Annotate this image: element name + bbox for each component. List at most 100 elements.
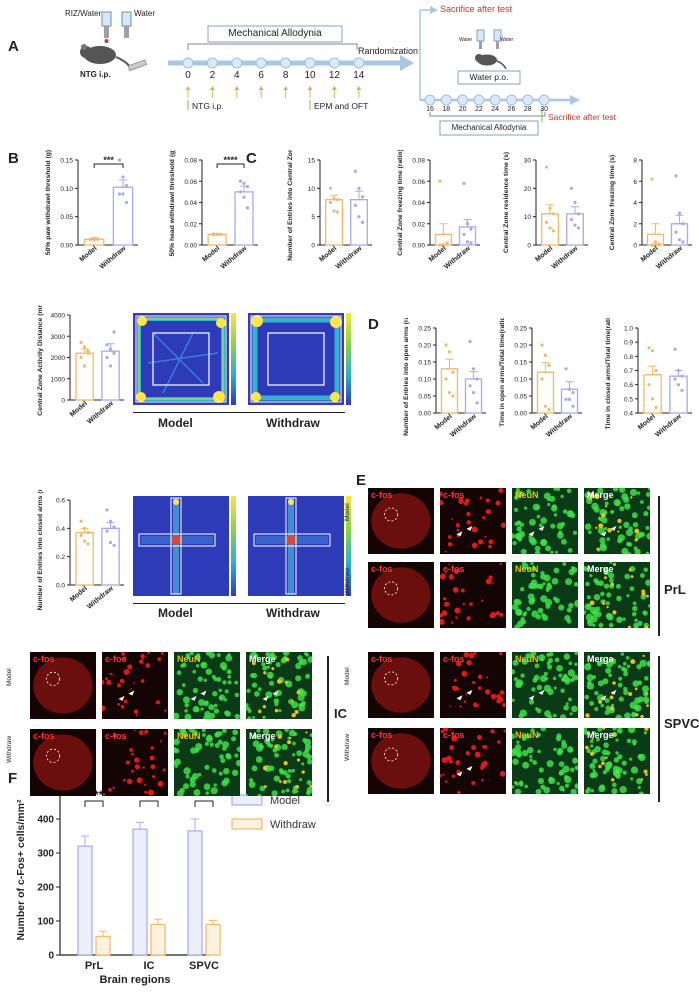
timeline-mech-box: Mechanical Allodynia bbox=[451, 123, 527, 132]
bar bbox=[75, 352, 94, 401]
micrograph-merge: Merge bbox=[584, 562, 650, 628]
category-label: Model bbox=[201, 245, 221, 263]
y-axis-label: Central Zone residence time (s) bbox=[503, 152, 510, 253]
data-point bbox=[124, 200, 129, 205]
bottle-icon bbox=[493, 29, 502, 49]
micrograph-label: Merge bbox=[587, 564, 614, 574]
data-point bbox=[475, 377, 479, 381]
timeline-day-dot bbox=[304, 57, 316, 69]
data-point bbox=[357, 186, 361, 190]
timeline-arrow bbox=[307, 86, 313, 90]
data-point bbox=[647, 383, 651, 387]
colorbar bbox=[231, 313, 236, 405]
micrograph-neun: NeuN bbox=[174, 652, 240, 719]
micrograph-merge: Merge bbox=[584, 728, 650, 794]
mouse-icon bbox=[475, 54, 507, 70]
micrograph-label: Merge bbox=[587, 654, 614, 664]
tick-label: 10 bbox=[524, 214, 532, 221]
data-point bbox=[551, 229, 556, 233]
data-point bbox=[242, 195, 246, 199]
tick-label: 2000 bbox=[51, 355, 66, 362]
significance-bracket bbox=[93, 163, 124, 168]
label-riz-water: RIZ/Water bbox=[65, 9, 102, 18]
error-bar bbox=[119, 179, 127, 188]
timeline-randomization: Randomization bbox=[358, 46, 419, 56]
tick-label: 0 bbox=[48, 951, 54, 962]
tick-label: 0.10 bbox=[514, 377, 527, 384]
data-point bbox=[576, 212, 581, 216]
data-point bbox=[653, 243, 658, 247]
micrograph-label: c-fos bbox=[105, 731, 127, 741]
data-point bbox=[238, 179, 243, 183]
data-point bbox=[96, 237, 100, 241]
bar bbox=[669, 375, 688, 414]
heatmap-label-withdraw: Withdraw bbox=[266, 606, 320, 620]
tick-label: 5 bbox=[311, 214, 315, 221]
error-bar bbox=[355, 190, 363, 201]
bottle-icon bbox=[476, 29, 485, 49]
category-label: Withdraw bbox=[99, 245, 128, 271]
data-point bbox=[468, 340, 472, 344]
y-axis-label: 50% paw withdrawl threshold (g) bbox=[45, 150, 52, 255]
data-point bbox=[654, 405, 658, 409]
bar-chart-d1: 0.00 0.05 0.10 0.15 0.20 0.25 Number of Entrie… bbox=[403, 318, 486, 439]
bar-chart-b1: 0.00 0.05 0.10 0.15 50% paw withdrawl thresh… bbox=[45, 150, 138, 271]
timeline-title-box: Mechanical Allodynia bbox=[228, 28, 322, 39]
epm-heatmap-model bbox=[133, 496, 229, 596]
bar bbox=[234, 191, 254, 246]
data-point bbox=[674, 230, 678, 234]
timeline-ntg-label: NTG i.p. bbox=[192, 101, 224, 111]
data-point bbox=[650, 177, 654, 181]
data-point bbox=[548, 206, 552, 210]
tick-label: 0.25 bbox=[514, 326, 527, 333]
timeline-day-dot bbox=[473, 94, 485, 106]
micrograph-label: c-fos bbox=[105, 654, 127, 664]
category-label: Model bbox=[69, 400, 89, 418]
colorbar bbox=[346, 496, 351, 596]
data-point bbox=[328, 186, 333, 190]
tick-label: 0.06 bbox=[412, 179, 425, 186]
tick-label: 0 bbox=[527, 243, 531, 250]
row-label: Withdraw bbox=[344, 567, 351, 595]
micrograph-neun: NeuN bbox=[512, 728, 578, 794]
data-point bbox=[447, 391, 452, 395]
bar bbox=[440, 368, 459, 414]
timeline-day-dot bbox=[440, 94, 452, 106]
y-axis-label: Central Zone Activity Distance (mm) bbox=[37, 305, 44, 416]
data-point bbox=[680, 374, 684, 378]
bar-chart-c5: 0 1000 2000 3000 4000 Central Zone Activity D… bbox=[37, 305, 124, 426]
tick-label: 100 bbox=[37, 917, 54, 928]
data-point bbox=[117, 192, 122, 196]
bar bbox=[95, 935, 111, 956]
bar-chart-b2: 0.00 0.02 0.04 0.06 0.08 50% head withdrawl t… bbox=[169, 150, 258, 271]
timeline-day-dot bbox=[206, 57, 218, 69]
tick-label: 0.00 bbox=[60, 243, 73, 250]
timeline-day-dot bbox=[255, 57, 267, 69]
timeline-day-label: 22 bbox=[474, 106, 483, 113]
region-label-ic: IC bbox=[334, 706, 347, 721]
micrograph-cfos: c-fos bbox=[440, 652, 506, 718]
tick-label: 0.08 bbox=[412, 158, 425, 165]
data-point bbox=[444, 343, 448, 347]
micrograph-label: c-fos bbox=[371, 654, 393, 664]
micrograph-label: c-fos bbox=[443, 730, 465, 740]
category-label: Model bbox=[78, 245, 98, 263]
data-point bbox=[650, 397, 655, 401]
micrograph-brain: c-fos bbox=[30, 729, 96, 796]
divider bbox=[133, 603, 345, 604]
timeline-arrow bbox=[283, 86, 289, 90]
data-point bbox=[544, 165, 549, 169]
data-point bbox=[245, 206, 250, 210]
timeline-day-label: 0 bbox=[185, 70, 191, 81]
micrograph-brain: c-fos bbox=[30, 652, 96, 719]
bar-chart-c3: 0 10 20 30 Central Zone residence time (s) Mo… bbox=[503, 152, 588, 271]
data-point bbox=[677, 211, 682, 215]
bar bbox=[205, 923, 221, 956]
bar-chart-f: 0100200300400500Number of c-Fos+ cells/m… bbox=[15, 781, 316, 987]
significance-bracket bbox=[84, 800, 104, 807]
data-point bbox=[551, 212, 556, 216]
category-label: IC bbox=[144, 960, 155, 972]
legend-label: Withdraw bbox=[270, 819, 316, 831]
label-water: Water bbox=[134, 9, 156, 18]
micrograph-label: NeuN bbox=[177, 654, 201, 664]
